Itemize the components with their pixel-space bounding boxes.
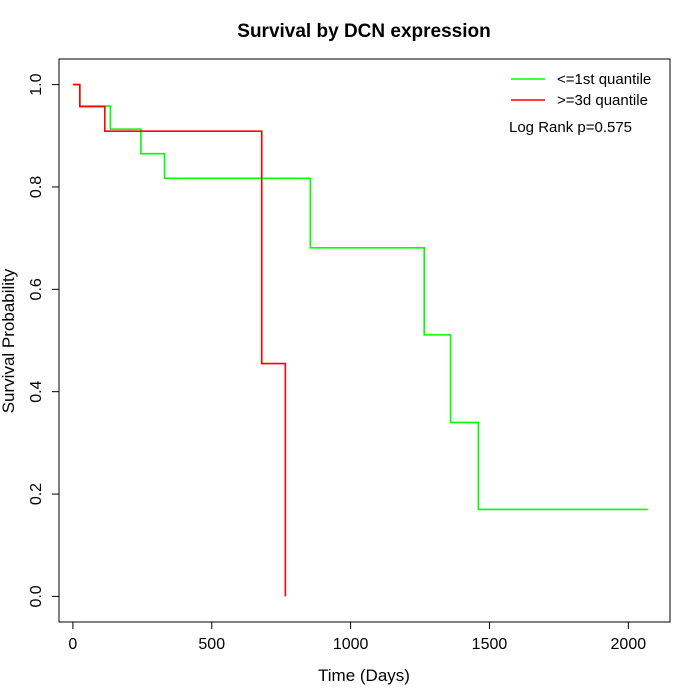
x-axis: 0 500 1000 1500 2000 [68,622,646,653]
y-axis: 0.0 0.2 0.4 0.6 0.8 1.0 [28,73,59,608]
legend-label-0: <=1st quantile [557,71,651,88]
series-line-0 [72,83,648,511]
chart-title: Survival by DCN expression [237,21,490,42]
log-rank-annotation: Log Rank p=0.575 [509,119,632,136]
y-tick-label: 0.4 [28,380,45,402]
x-tick-label: 500 [198,636,225,653]
x-axis-label: Time (Days) [318,666,410,685]
legend-label-1: >=3d quantile [557,92,648,109]
y-tick-label: 0.6 [28,278,45,300]
y-tick-label: 0.2 [28,483,45,505]
y-tick-label: 0.8 [28,176,45,198]
x-tick-label: 0 [68,636,77,653]
legend: <=1st quantile >=3d quantile [511,71,651,109]
x-tick-label: 1500 [472,636,508,653]
y-tick-label: 1.0 [28,73,45,95]
plot-frame [58,58,671,623]
series-layer [72,83,648,597]
y-tick-label: 0.0 [28,585,45,607]
series-line-1 [72,83,287,597]
x-tick-label: 2000 [611,636,647,653]
plot-area [58,58,671,623]
y-axis-label: Survival Probability [0,268,18,413]
x-tick-label: 1000 [333,636,369,653]
